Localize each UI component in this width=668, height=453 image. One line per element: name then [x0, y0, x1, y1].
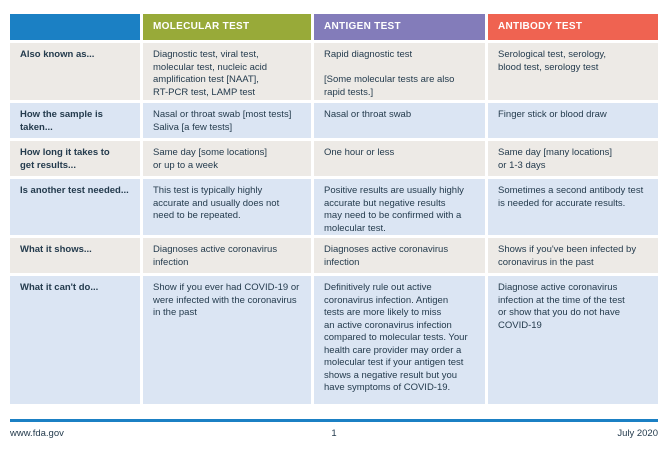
cell-molecular-another-test-needed: This test is typically highly accurate a…: [143, 179, 311, 235]
cell-antibody-another-test-needed: Sometimes a second antibody test is need…: [488, 179, 658, 235]
cell-antigen-another-test-needed: Positive results are usually highly accu…: [314, 179, 485, 235]
cell-antigen-what-it-shows: Diagnoses active coronavirus infection: [314, 238, 485, 273]
cell-molecular-time-to-results: Same day [some locations] or up to a wee…: [143, 141, 311, 176]
row-label-another-test-needed: Is another test needed...: [10, 179, 140, 235]
header-cell-antibody-test: ANTIBODY TEST: [488, 14, 658, 40]
row-label-time-to-results: How long it takes to get results...: [10, 141, 140, 176]
cell-molecular-what-it-shows: Diagnoses active coronavirus infection: [143, 238, 311, 273]
cell-antigen-what-it-cant-do: Definitively rule out active coronavirus…: [314, 276, 485, 404]
cell-antigen-also-known-as: Rapid diagnostic test [Some molecular te…: [314, 43, 485, 100]
cell-antibody-also-known-as: Serological test, serology, blood test, …: [488, 43, 658, 100]
row-label-what-it-cant-do: What it can't do...: [10, 276, 140, 404]
cell-antibody-what-it-shows: Shows if you've been infected by coronav…: [488, 238, 658, 273]
cell-molecular-sample-taken: Nasal or throat swab [most tests] Saliva…: [143, 103, 311, 138]
cell-antibody-time-to-results: Same day [many locations] or 1-3 days: [488, 141, 658, 176]
row-label-sample-taken: How the sample is taken...: [10, 103, 140, 138]
cell-antibody-sample-taken: Finger stick or blood draw: [488, 103, 658, 138]
covid-test-comparison-table: MOLECULAR TEST ANTIGEN TEST ANTIBODY TES…: [10, 14, 658, 404]
header-cell-empty: [10, 14, 140, 40]
header-cell-antigen-test: ANTIGEN TEST: [314, 14, 485, 40]
footer-site-url: www.fda.gov: [10, 428, 64, 439]
row-label-also-known-as: Also known as...: [10, 43, 140, 100]
row-label-what-it-shows: What it shows...: [10, 238, 140, 273]
footer-divider-rule: [10, 419, 658, 422]
cell-antigen-sample-taken: Nasal or throat swab: [314, 103, 485, 138]
cell-molecular-also-known-as: Diagnostic test, viral test, molecular t…: [143, 43, 311, 100]
cell-antibody-what-it-cant-do: Diagnose active coronavirus infection at…: [488, 276, 658, 404]
page-number: 1: [331, 428, 337, 439]
cell-molecular-what-it-cant-do: Show if you ever had COVID-19 or were in…: [143, 276, 311, 404]
footer-date: July 2020: [617, 428, 658, 439]
cell-antigen-time-to-results: One hour or less: [314, 141, 485, 176]
page-footer: 1 www.fda.gov July 2020: [10, 428, 658, 439]
header-cell-molecular-test: MOLECULAR TEST: [143, 14, 311, 40]
